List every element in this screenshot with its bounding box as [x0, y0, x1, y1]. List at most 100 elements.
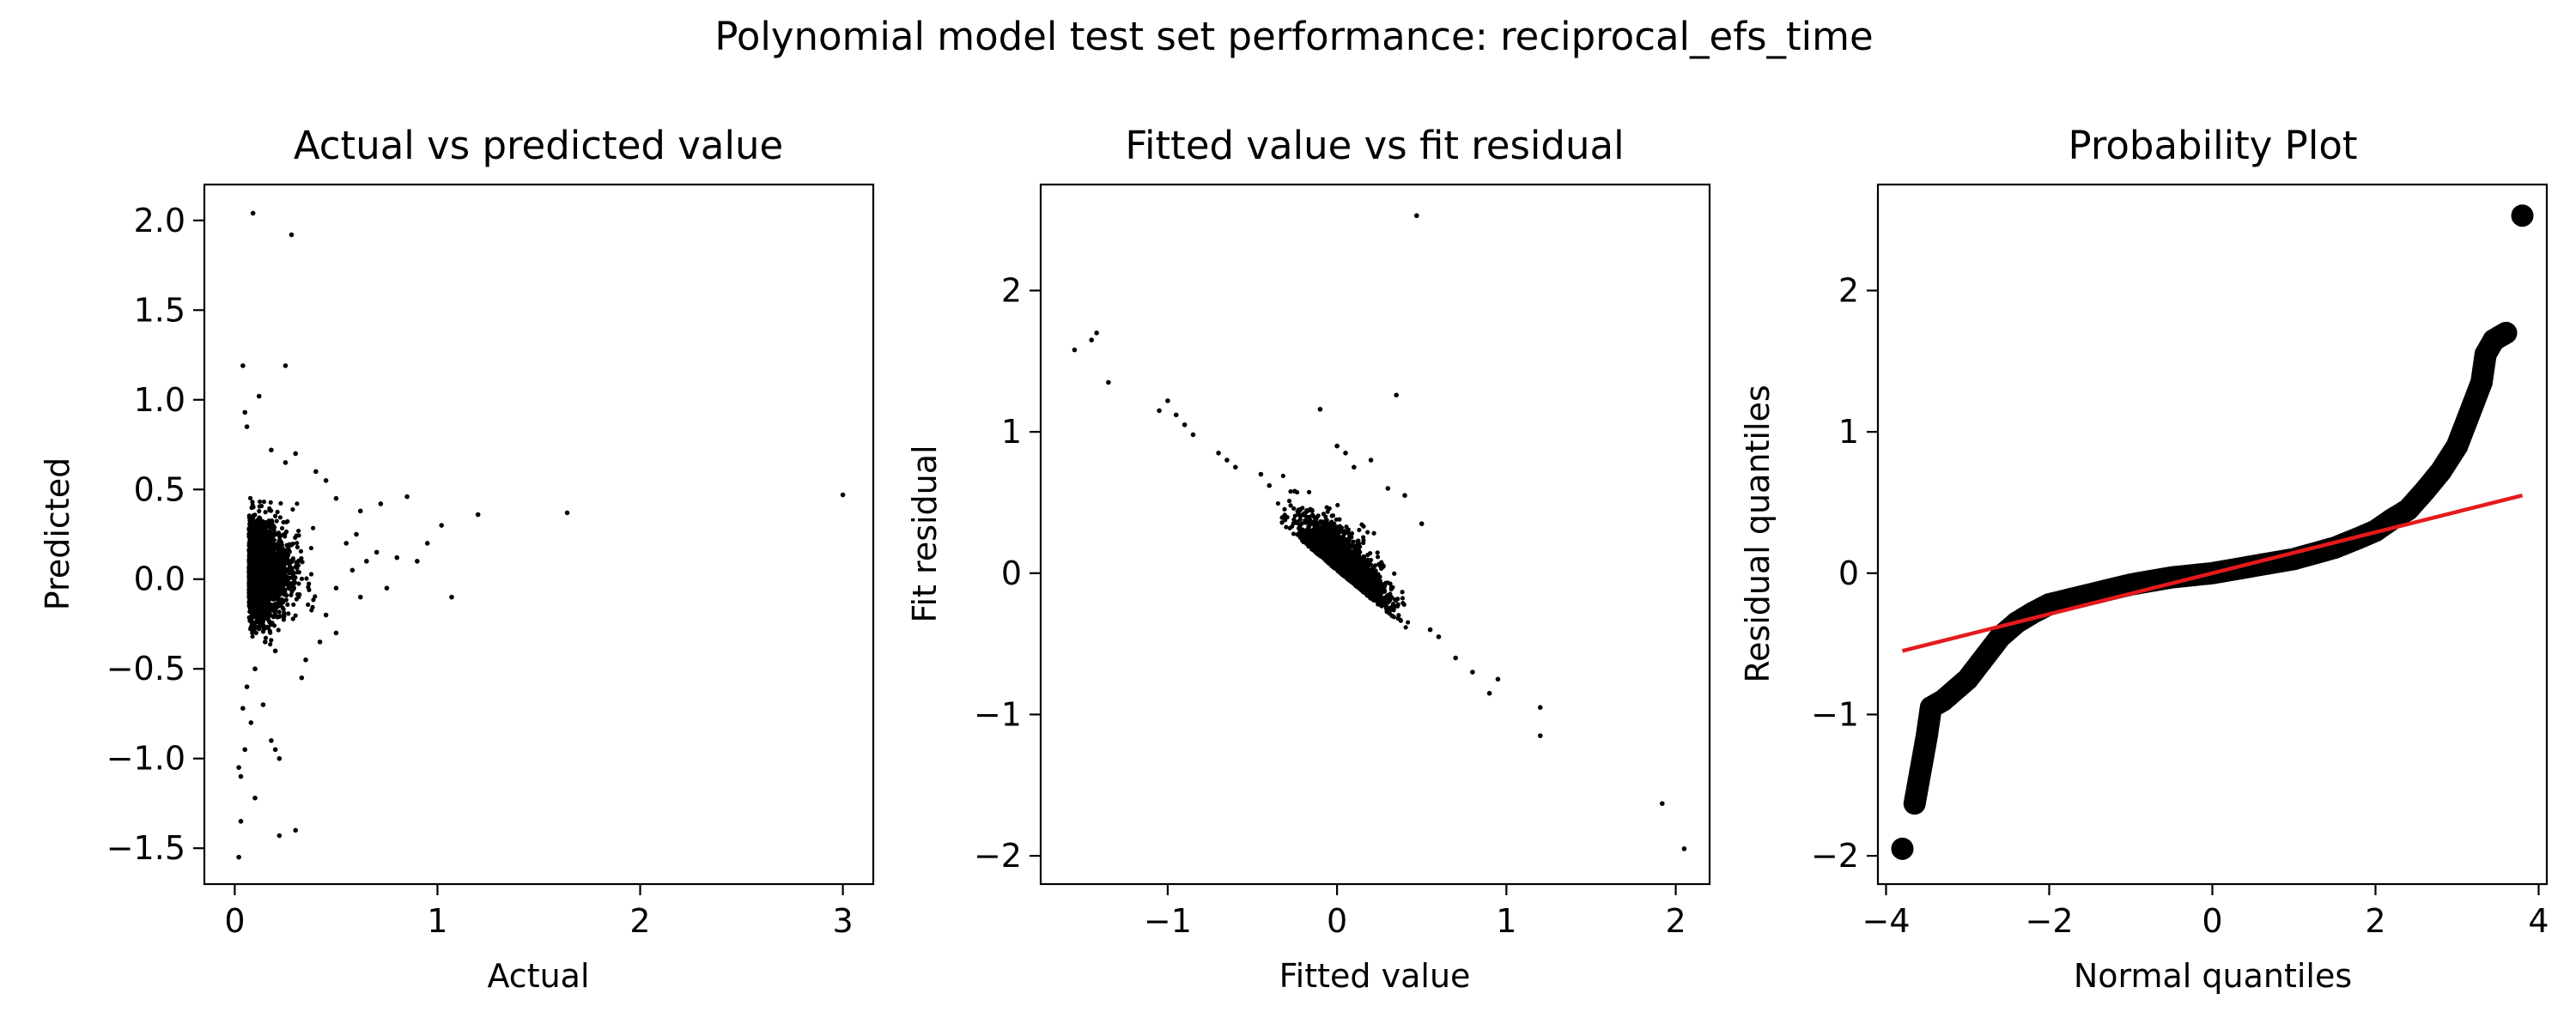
cloud-point [1279, 515, 1285, 520]
cloud-point [308, 545, 314, 551]
cloud-point [249, 602, 254, 608]
cloud-point [268, 556, 274, 561]
cloud-point [247, 536, 252, 542]
cloud-point [252, 609, 257, 614]
cloud-point [264, 534, 270, 539]
cloud-point [252, 512, 258, 518]
cloud-point [1375, 550, 1380, 555]
y-tick-label: 1.0 [134, 381, 185, 419]
cloud-point [275, 595, 280, 600]
data-point [240, 706, 246, 712]
x-tick-label: 2 [629, 902, 650, 940]
cloud-point [1357, 527, 1362, 533]
data-point [303, 657, 308, 663]
data-point [323, 478, 329, 483]
y-tick-label: 2.0 [134, 202, 185, 239]
cloud-point [268, 630, 273, 635]
cloud-point [1291, 506, 1297, 512]
cloud-point [1319, 525, 1324, 530]
cloud-point [1376, 572, 1381, 577]
y-tick-label: 0.5 [134, 470, 185, 508]
panel-fitted-vs-residual: Fitted value vs fit residual −1 0 1 2−2−101… [906, 123, 1711, 995]
cloud-point [306, 602, 311, 608]
cloud-point [287, 567, 292, 573]
cloud-point [1370, 568, 1375, 573]
cloud-point [294, 597, 299, 602]
data-point [269, 738, 274, 743]
cloud-point [1306, 489, 1312, 494]
data-point [238, 819, 244, 824]
cloud-point [299, 555, 304, 561]
cloud-point [264, 579, 270, 584]
data-point [449, 594, 454, 600]
cloud-point [290, 506, 295, 512]
data-point [248, 720, 254, 725]
cloud-point [250, 554, 255, 560]
data-point [293, 827, 299, 833]
cloud-point [247, 618, 252, 623]
cloud-point [287, 549, 292, 554]
x-tick-label: 0 [224, 902, 245, 940]
cloud-point [1335, 502, 1340, 508]
data-point [250, 210, 256, 216]
cloud-point [1388, 595, 1394, 600]
cloud-point [267, 507, 272, 513]
panel-fitted-vs-residual-title: Fitted value vs fit residual [1125, 123, 1624, 168]
panel-actual-vs-predicted-ylabel: Predicted [39, 457, 76, 610]
cloud-point [277, 614, 283, 619]
cloud-point [260, 530, 265, 536]
cloud-point [258, 539, 263, 545]
cloud-point [256, 529, 261, 534]
cloud-point [256, 568, 261, 574]
cloud-point [304, 576, 309, 581]
cloud-point [311, 597, 316, 603]
data-point [364, 559, 369, 564]
cloud-point [294, 560, 299, 565]
cloud-point [290, 556, 296, 561]
cloud-point [250, 615, 256, 621]
cloud-point [274, 588, 279, 593]
cloud-point [1373, 576, 1378, 581]
cloud-point [280, 576, 285, 581]
cloud-point [1361, 535, 1366, 540]
data-point [564, 510, 570, 516]
cloud-point [1375, 554, 1381, 560]
cloud-point [1297, 517, 1303, 522]
cloud-point [280, 600, 285, 605]
data-point [276, 755, 283, 761]
cloud-point [270, 597, 276, 602]
data-point [439, 523, 444, 528]
cloud-point [287, 586, 292, 591]
cloud-point [1337, 517, 1342, 522]
cloud-point [255, 563, 260, 568]
cloud-point [296, 533, 301, 538]
cloud-point [1337, 524, 1342, 529]
cloud-point [279, 525, 285, 531]
cloud-point [1366, 579, 1371, 585]
cloud-point [1279, 520, 1285, 525]
cloud-point [291, 585, 297, 591]
cloud-point [258, 555, 263, 560]
cloud-point [293, 613, 298, 618]
cloud-point [258, 534, 264, 539]
data-point [263, 639, 268, 645]
cloud-point [264, 553, 269, 558]
cloud-point [295, 544, 300, 550]
cloud-point [252, 558, 258, 563]
panel-actual-vs-predicted-plot-area [236, 210, 846, 860]
cloud-point [281, 617, 287, 622]
cloud-point [265, 582, 270, 587]
cloud-point [262, 542, 267, 548]
cloud-point [274, 562, 279, 568]
cloud-point [267, 610, 272, 615]
cloud-point [248, 566, 253, 572]
cloud-point [264, 539, 269, 544]
cloud-point [268, 642, 273, 647]
cloud-point [289, 592, 294, 597]
cloud-point [281, 551, 287, 556]
cloud-point [286, 611, 291, 616]
cloud-point [307, 581, 312, 586]
data-point [244, 424, 250, 429]
cloud-point [1297, 508, 1303, 513]
